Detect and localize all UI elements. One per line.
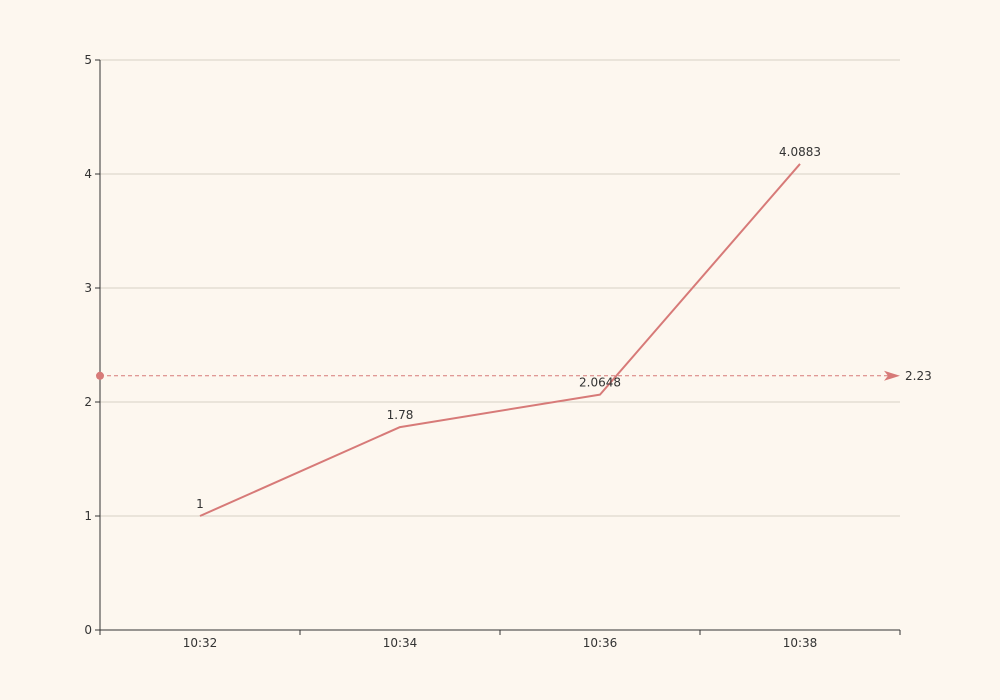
x-tick-label: 10:32 bbox=[183, 636, 218, 650]
average-line-start-dot bbox=[96, 371, 104, 380]
average-line-label: 2.23 bbox=[905, 369, 932, 383]
y-tick-label: 1 bbox=[84, 509, 92, 523]
data-label: 1.78 bbox=[387, 408, 414, 422]
average-line-arrow bbox=[884, 370, 900, 381]
series-layer bbox=[199, 163, 801, 517]
y-tick-label: 3 bbox=[84, 281, 92, 295]
x-tick-label: 10:36 bbox=[583, 636, 618, 650]
data-labels: 1 1.78 2.0648 4.0883 bbox=[196, 145, 821, 511]
average-markline: 2.23 bbox=[96, 369, 932, 383]
y-tick-label: 2 bbox=[84, 395, 92, 409]
data-label: 4.0883 bbox=[779, 145, 821, 159]
data-label: 2.0648 bbox=[579, 376, 621, 390]
x-tick-label: 10:38 bbox=[783, 636, 818, 650]
y-tick-label: 5 bbox=[84, 53, 92, 67]
y-tick-label: 0 bbox=[84, 623, 92, 637]
x-tick-label: 10:34 bbox=[383, 636, 418, 650]
axes: 0 1 2 3 4 5 10:32 10:34 10:36 10:38 bbox=[84, 53, 901, 650]
series-line bbox=[199, 163, 801, 517]
data-label: 1 bbox=[196, 497, 204, 511]
grid-lines bbox=[100, 59, 900, 517]
y-tick-label: 4 bbox=[84, 167, 92, 181]
